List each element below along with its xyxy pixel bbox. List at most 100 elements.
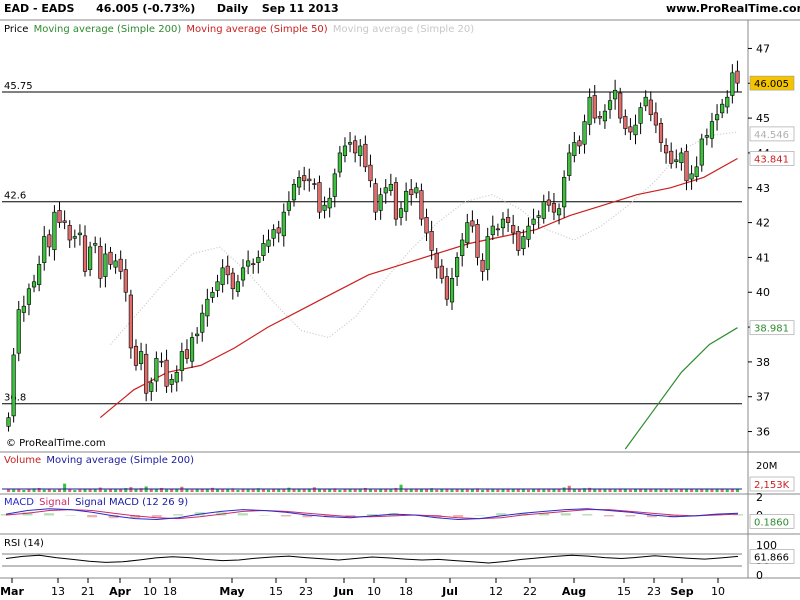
candle-body <box>240 267 246 281</box>
volume-bar <box>42 489 46 492</box>
volume-bar <box>424 488 429 492</box>
volume-bar <box>572 488 576 492</box>
volume-bar <box>241 489 245 492</box>
price-tick-label: 45 <box>756 112 770 125</box>
legend-volume-ma: Moving average (Simple 200) <box>46 455 195 466</box>
volume-bar <box>27 489 31 492</box>
volume-bar <box>358 488 362 492</box>
volume-bar <box>669 489 673 492</box>
volume-bar <box>292 489 296 492</box>
candle-body <box>674 159 679 162</box>
volume-bar <box>486 488 490 492</box>
x-tick-label: 23 <box>299 585 313 598</box>
candle-body <box>133 345 139 366</box>
volume-bar <box>603 488 607 492</box>
candle-body <box>138 351 144 364</box>
symbol-label: EAD - EADS <box>4 2 75 15</box>
volume-bar <box>52 489 56 492</box>
legend-signal: Signal <box>39 497 70 508</box>
candle-body <box>470 220 475 227</box>
candle-body <box>536 215 541 218</box>
legend-ma50: Moving average (Simple 50) <box>186 24 328 35</box>
candle-body <box>500 218 506 229</box>
macd-histogram-bar <box>280 515 291 517</box>
x-tick-label: 13 <box>51 585 65 598</box>
candle-body <box>261 243 266 256</box>
volume-bar <box>684 489 689 492</box>
volume-bar <box>200 489 204 492</box>
volume-bar <box>83 488 87 492</box>
candle-body <box>332 173 337 197</box>
volume-bar <box>103 489 107 492</box>
volume-bar <box>353 489 357 492</box>
quote-label: 46.005 (-0.73%) <box>96 2 196 15</box>
candle-body <box>725 96 730 108</box>
volume-bar <box>613 489 617 492</box>
macd-histogram-bar <box>668 515 679 518</box>
volume-bar <box>17 488 21 492</box>
x-tick-label: Aug <box>562 585 586 598</box>
candle-body <box>291 183 297 201</box>
rsi-badge: 61.866 <box>754 552 789 563</box>
x-tick-label: 12 <box>489 585 503 598</box>
candle-body <box>225 265 230 276</box>
macd-legend: MACD Signal Signal MACD (12 26 9) <box>4 497 190 508</box>
volume-bar <box>511 489 515 492</box>
candle-body <box>144 353 149 394</box>
candle-body <box>286 201 291 211</box>
volume-bar <box>210 487 214 492</box>
candle-body <box>31 281 37 288</box>
x-tick-label: May <box>219 585 244 598</box>
candle-body <box>572 142 577 157</box>
rsi-badge-box <box>749 549 795 564</box>
candle-body <box>11 354 16 417</box>
candle-body <box>378 194 383 211</box>
macd-histogram-bar <box>625 515 636 517</box>
candle-body <box>174 372 179 383</box>
candle-body <box>577 140 582 147</box>
x-tick-label: Sep <box>670 585 693 598</box>
candle-body <box>419 190 424 220</box>
website-label[interactable]: www.ProRealTime.com <box>666 2 800 15</box>
period-label: Daily <box>216 2 249 15</box>
price-badge: 43.841 <box>754 154 789 165</box>
volume-bar <box>710 489 714 492</box>
candle-body <box>505 217 511 223</box>
candle-body <box>643 96 648 107</box>
volume-bar <box>460 489 464 492</box>
candle-body <box>57 210 62 223</box>
macd-histogram-bar <box>151 515 162 518</box>
volume-bar <box>287 487 291 492</box>
candle-body <box>169 379 174 385</box>
candle-body <box>531 218 536 225</box>
volume-bar <box>618 488 622 492</box>
candle-body <box>434 252 439 269</box>
volume-bar <box>338 489 342 492</box>
volume-bar <box>73 490 77 492</box>
candle-body <box>205 298 210 317</box>
macd-histogram-bar <box>711 514 722 516</box>
volume-bar <box>430 488 434 492</box>
price-tick-label: 43 <box>756 182 770 195</box>
volume-bar <box>633 489 638 492</box>
volume-badge-box <box>749 476 795 492</box>
candle-body <box>730 72 735 96</box>
rsi-legend: RSI (14) <box>4 538 46 549</box>
macd-histogram-bar <box>65 515 76 516</box>
volume-bar <box>261 488 265 492</box>
volume-bar <box>302 488 306 492</box>
rsi-line <box>5 554 739 564</box>
candle-body <box>98 245 103 279</box>
candle-body <box>664 144 669 154</box>
candle-body <box>449 278 455 303</box>
candle-body <box>118 258 123 272</box>
volume-bar <box>450 489 454 492</box>
volume-bar <box>547 488 551 492</box>
candle-body <box>337 152 342 173</box>
x-tick-label: Jun <box>333 585 354 598</box>
price-badge-box <box>749 126 795 142</box>
price-badge: 44.546 <box>754 130 789 141</box>
volume-bar <box>542 489 546 492</box>
candle-body <box>42 236 47 263</box>
